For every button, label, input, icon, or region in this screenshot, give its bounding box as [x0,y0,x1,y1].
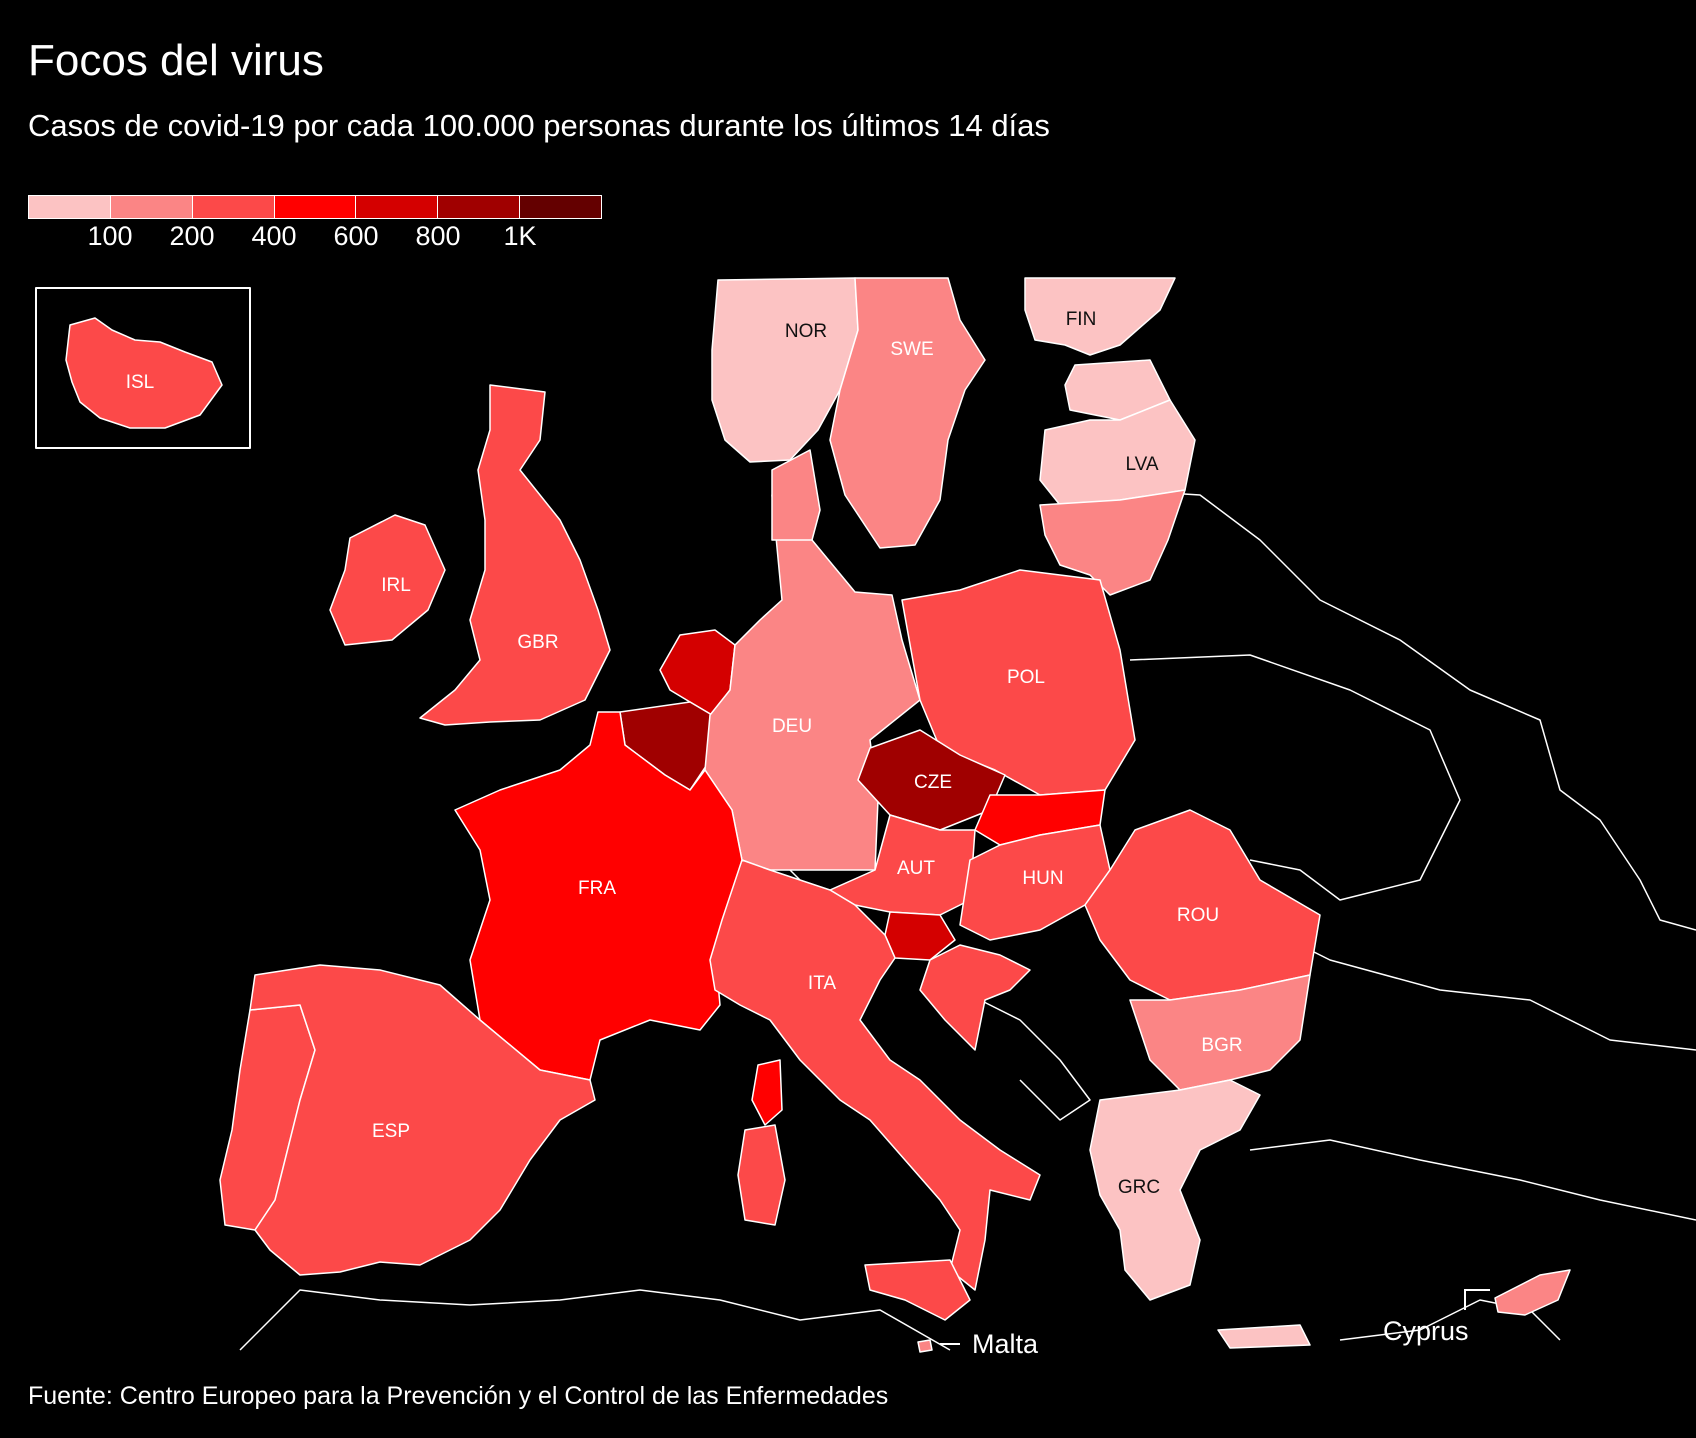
legend-tick: 200 [169,221,215,251]
non-eu-outline [1339,1299,1561,1341]
cyprus-leader-line [1464,1289,1490,1310]
label-GRC: GRC [1118,1177,1160,1198]
country-IRL [329,514,446,646]
country-GRC-crete [1217,1324,1311,1349]
legend-swatch [356,196,439,218]
country-ESP [249,964,596,1276]
country-FIN [1024,277,1176,356]
label-SWE: SWE [890,339,933,360]
non-eu-outline [1119,489,1696,931]
label-ITA: ITA [808,973,836,994]
source-note: Fuente: Centro Europeo para la Prevenció… [28,1382,889,1410]
country-LTU [1039,489,1186,596]
label-GBR: GBR [517,632,558,653]
country-SWE [829,277,986,549]
legend-tick: 1K [503,221,537,251]
legend-tick: 800 [415,221,461,251]
non-eu-outline [1249,1139,1696,1221]
legend-bar [28,195,602,219]
country-GBR [419,384,611,726]
chart-subtitle: Casos de covid-19 por cada 100.000 perso… [28,108,1050,143]
legend-ticks: 100 200 400 600 800 1K [28,219,602,251]
country-HRV [919,944,1031,1051]
label-BGR: BGR [1201,1035,1242,1056]
iceland-inset-frame [35,287,251,449]
legend-tick: 600 [333,221,379,251]
legend-swatch [274,196,357,218]
non-eu-outline [1129,654,1461,901]
legend-tick: 100 [87,221,133,251]
legend-swatch [29,196,111,218]
label-LVA: LVA [1125,454,1158,475]
country-LVA [1039,399,1196,506]
label-ISL: ISL [126,372,155,393]
country-MLT [917,1339,933,1353]
country-ITA-sicily [864,1259,971,1321]
legend-swatch [192,196,275,218]
legend-tick: 400 [251,221,297,251]
label-HUN: HUN [1022,868,1063,889]
country-ITA-sardinia [737,1124,786,1226]
label-AUT: AUT [897,858,935,879]
color-legend: 100 200 400 600 800 1K [28,195,602,251]
label-FIN: FIN [1066,309,1097,330]
country-DEU [704,494,921,871]
country-DNK [771,449,821,541]
label-DEU: DEU [772,716,812,737]
label-CZE: CZE [914,772,952,793]
label-ROU: ROU [1177,905,1219,926]
label-POL: POL [1007,667,1045,688]
label-ESP: ESP [372,1121,410,1142]
country-FRA-corsica [751,1059,783,1126]
legend-swatch [110,196,193,218]
label-NOR: NOR [785,321,827,342]
country-ITA [709,859,1041,1291]
label-FRA: FRA [578,878,616,899]
country-CYP [1494,1269,1571,1316]
country-FRA [454,711,743,1081]
country-BGR [1129,974,1311,1091]
cyprus-label: Cyprus [1383,1316,1469,1346]
malta-label: Malta [972,1329,1039,1359]
label-IRL: IRL [381,575,411,596]
legend-swatch [438,196,521,218]
country-ISL [65,317,223,429]
non-eu-outline [239,1289,951,1351]
country-GRC [1089,1079,1261,1301]
chart-title: Focos del virus [28,36,324,85]
legend-swatch [520,196,602,218]
